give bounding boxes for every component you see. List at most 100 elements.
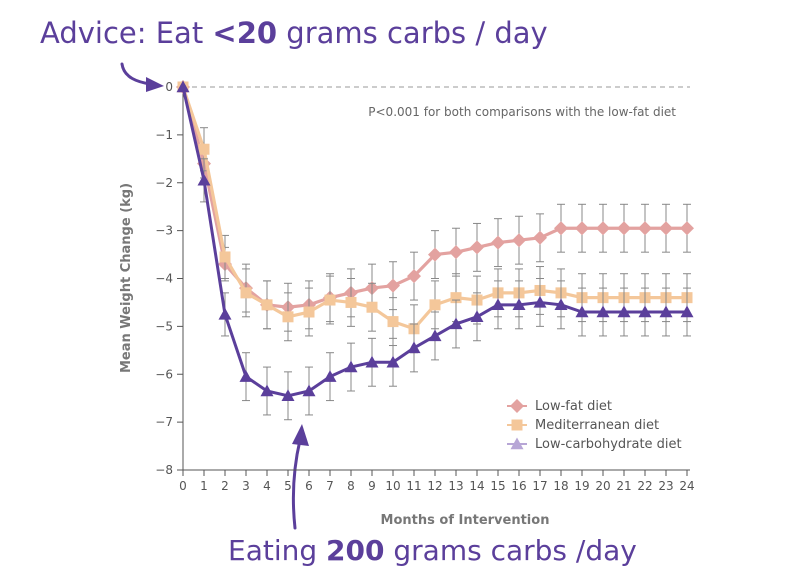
chart-plot: 0−1−2−3−4−5−6−7−80 1 2 3 4 5 6 7 8 9 10 11 12 13 14 15 1… xyxy=(119,80,695,528)
data-point xyxy=(219,251,231,263)
x-tick-label: 2 xyxy=(221,479,229,493)
data-point xyxy=(240,287,252,299)
eating-text-post: grams carbs /day xyxy=(384,534,637,567)
x-tick-label: 19 xyxy=(574,479,589,493)
data-point xyxy=(596,221,610,236)
data-point xyxy=(386,355,400,368)
significance-note: P<0.001 for both comparisons with the lo… xyxy=(368,105,676,119)
x-tick-label: 18 xyxy=(553,479,568,493)
data-point xyxy=(554,298,568,311)
advice-arrow xyxy=(120,62,152,86)
data-point xyxy=(387,316,399,328)
legend-label: Mediterranean diet xyxy=(535,418,659,433)
x-tick-label: 17 xyxy=(532,479,547,493)
legend: Low-fat diet Mediterranean diet Low-carboh… xyxy=(507,399,682,452)
data-point xyxy=(638,305,652,318)
x-tick-label: 6 xyxy=(305,479,313,493)
eating-text-bold: 200 xyxy=(326,534,385,567)
data-point xyxy=(512,298,526,311)
x-tick-label: 22 xyxy=(637,479,652,493)
data-point xyxy=(470,240,484,255)
data-point xyxy=(450,292,462,304)
legend-marker xyxy=(510,437,524,450)
data-point xyxy=(554,221,568,236)
x-tick-label: 16 xyxy=(511,479,526,493)
annotation-arrows xyxy=(120,62,309,530)
data-point xyxy=(596,305,610,318)
y-tick-label: −7 xyxy=(155,415,173,429)
data-point xyxy=(449,245,463,260)
data-point xyxy=(491,235,505,250)
data-point xyxy=(429,299,441,311)
data-point xyxy=(344,360,358,373)
data-point xyxy=(176,80,190,93)
data-point xyxy=(617,221,631,236)
y-axis-label: Mean Weight Change (kg) xyxy=(119,183,134,373)
advice-text-post: grams carbs / day xyxy=(277,16,548,50)
x-tick-label: 12 xyxy=(427,479,442,493)
data-point xyxy=(533,230,547,245)
y-tick-label: −2 xyxy=(155,176,173,190)
data-point xyxy=(366,301,378,313)
data-point xyxy=(659,305,673,318)
eating-arrowhead xyxy=(292,424,309,446)
data-point xyxy=(198,143,210,155)
x-tick-label: 21 xyxy=(616,479,631,493)
x-tick-label: 3 xyxy=(242,479,250,493)
data-point xyxy=(323,370,337,382)
eating-annotation: Eating 200 grams carbs /day xyxy=(228,534,637,567)
y-tick-label: 0 xyxy=(165,80,173,94)
data-point xyxy=(428,247,442,262)
data-point xyxy=(386,278,400,293)
x-tick-label: 4 xyxy=(263,479,271,493)
data-point xyxy=(239,370,253,382)
data-point xyxy=(303,306,315,318)
advice-annotation: Advice: Eat <20 grams carbs / day xyxy=(40,16,548,50)
x-axis-label: Months of Intervention xyxy=(381,513,550,528)
x-tick-label: 9 xyxy=(368,479,376,493)
x-tick-label: 11 xyxy=(406,479,421,493)
data-point xyxy=(345,296,357,308)
y-tick-label: −8 xyxy=(155,463,173,477)
data-point xyxy=(324,294,336,306)
x-tick-label: 23 xyxy=(658,479,673,493)
data-point xyxy=(407,269,421,284)
x-tick-label: 10 xyxy=(385,479,400,493)
data-point xyxy=(617,305,631,318)
legend-label: Low-fat diet xyxy=(535,399,612,414)
eating-arrow xyxy=(291,438,302,530)
data-point xyxy=(680,305,694,318)
data-point xyxy=(533,295,547,308)
series-low-carbohydrate-diet xyxy=(176,80,694,421)
legend-marker xyxy=(510,399,524,413)
y-tick-label: −3 xyxy=(155,224,173,238)
data-point xyxy=(302,384,316,397)
y-tick-label: −5 xyxy=(155,319,173,333)
data-point xyxy=(659,221,673,236)
data-point xyxy=(680,221,694,236)
x-tick-label: 20 xyxy=(595,479,610,493)
x-tick-label: 13 xyxy=(448,479,463,493)
data-point xyxy=(282,311,294,323)
legend-label: Low-carbohydrate diet xyxy=(535,437,682,452)
data-point xyxy=(428,329,442,342)
y-tick-label: −6 xyxy=(155,367,173,381)
data-point xyxy=(638,221,652,236)
data-point xyxy=(261,299,273,311)
advice-text-bold: <20 xyxy=(212,16,278,50)
data-point xyxy=(470,310,484,322)
data-point xyxy=(407,341,421,354)
data-point xyxy=(449,317,463,330)
data-point xyxy=(575,221,589,236)
data-point xyxy=(365,355,379,368)
advice-arrowhead xyxy=(146,77,164,92)
data-point xyxy=(197,173,211,186)
x-tick-label: 24 xyxy=(679,479,694,493)
x-tick-label: 5 xyxy=(284,479,292,493)
x-tick-label: 15 xyxy=(490,479,505,493)
x-tick-label: 8 xyxy=(347,479,355,493)
data-point xyxy=(512,233,526,248)
x-tick-label: 14 xyxy=(469,479,484,493)
x-tick-label: 1 xyxy=(200,479,208,493)
